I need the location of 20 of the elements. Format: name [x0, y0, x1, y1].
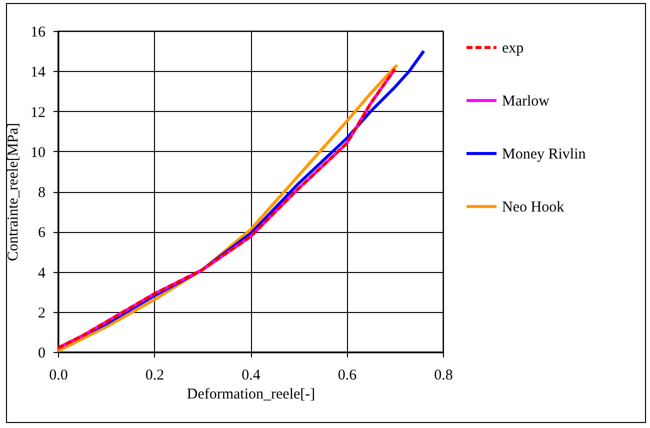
x-tick-label: 0.4 — [242, 368, 261, 384]
y-tick-label: 8 — [38, 185, 46, 201]
x-tick-label: 0.2 — [145, 368, 164, 384]
legend-label: exp — [502, 40, 524, 56]
y-axis-title: Contrainte_reele[MPa] — [6, 122, 22, 262]
y-tick-label: 10 — [30, 144, 46, 161]
legend-label: Marlow — [502, 94, 550, 110]
legend-label: Neo Hook — [502, 200, 565, 216]
x-axis-title: Deformation_reele[-] — [186, 386, 316, 402]
y-tick-label: 0 — [38, 346, 46, 362]
y-tick-label: 2 — [38, 305, 46, 322]
y-tick-label: 4 — [38, 265, 46, 282]
x-tick-label: 0.8 — [434, 368, 453, 384]
legend-label: Money Rivlin — [502, 146, 586, 162]
x-tick-label: 0.6 — [338, 368, 358, 384]
y-tick-label: 14 — [30, 64, 46, 81]
x-tick-label: 0.0 — [49, 368, 68, 384]
y-tick-label: 6 — [38, 225, 46, 242]
y-tick-label: 12 — [30, 104, 46, 121]
y-tick-label: 16 — [30, 24, 46, 40]
